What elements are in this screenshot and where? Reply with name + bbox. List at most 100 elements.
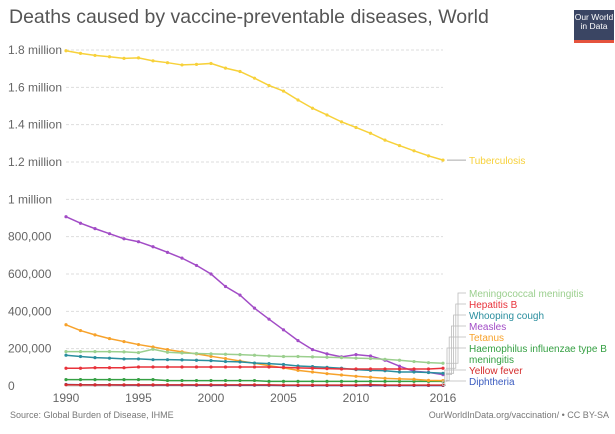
data-point — [383, 357, 387, 361]
data-point — [267, 354, 271, 358]
data-point — [397, 370, 402, 374]
y-tick-label: 0 — [8, 379, 15, 393]
data-point — [136, 240, 141, 244]
data-point — [426, 361, 431, 365]
data-point — [412, 377, 416, 381]
data-point — [78, 51, 83, 55]
data-point — [441, 371, 445, 375]
data-point — [223, 378, 228, 383]
data-point — [151, 59, 155, 63]
data-point — [151, 383, 155, 387]
data-point — [325, 113, 329, 117]
data-point — [397, 358, 402, 362]
data-point — [368, 367, 373, 371]
data-point — [165, 383, 170, 387]
data-point — [122, 366, 126, 370]
data-point — [412, 370, 416, 374]
data-point — [107, 366, 112, 370]
data-point — [383, 138, 387, 142]
y-tick-label: 200,000 — [8, 342, 52, 356]
data-point — [209, 359, 213, 363]
data-point — [310, 383, 315, 387]
data-point — [441, 366, 445, 370]
data-point — [397, 383, 402, 387]
data-point — [310, 348, 315, 352]
data-point — [194, 351, 199, 356]
data-point — [267, 362, 271, 366]
data-point — [281, 89, 286, 93]
data-point — [296, 368, 300, 372]
data-point — [180, 383, 184, 387]
series-label: Haemophilus influenzae type B — [469, 344, 607, 355]
data-point — [136, 383, 141, 387]
data-point — [151, 345, 155, 349]
data-point — [339, 120, 344, 124]
data-point — [354, 125, 358, 130]
data-point — [354, 374, 358, 378]
data-point — [267, 365, 271, 369]
data-point — [238, 378, 242, 383]
data-point — [354, 379, 358, 383]
data-point — [194, 365, 199, 369]
y-tick-label: 1.6 million — [8, 80, 62, 94]
data-point — [136, 378, 141, 382]
data-point — [223, 352, 228, 356]
data-point — [107, 378, 112, 382]
series-label: Tuberculosis — [469, 156, 525, 167]
data-point — [397, 143, 402, 148]
series-label: Diphtheria — [469, 377, 515, 388]
data-point — [151, 347, 155, 351]
data-point — [296, 339, 300, 343]
series-label: Meningococcal meningitis — [469, 289, 584, 300]
series-label: Hepatitis B — [469, 300, 518, 311]
data-point — [78, 383, 83, 387]
data-point — [209, 61, 213, 66]
data-point — [426, 154, 431, 158]
owid-logo[interactable]: Our World in Data — [574, 10, 614, 43]
data-point — [64, 350, 68, 354]
data-point — [165, 350, 170, 354]
source-note: Source: Global Burden of Disease, IHME — [10, 410, 174, 420]
data-point — [354, 367, 358, 371]
data-point — [223, 284, 228, 289]
data-point — [107, 336, 112, 341]
data-point — [339, 356, 344, 360]
data-point — [325, 383, 329, 387]
data-point — [267, 83, 271, 88]
license-link[interactable]: OurWorldInData.org/vaccination/ • CC BY-… — [428, 410, 609, 420]
data-point — [441, 158, 445, 162]
data-point — [64, 353, 68, 357]
data-point — [78, 221, 83, 225]
data-point — [267, 317, 271, 321]
data-point — [252, 361, 257, 365]
label-connector — [446, 336, 466, 381]
data-point — [136, 56, 141, 60]
data-point — [151, 358, 155, 362]
data-point — [209, 352, 213, 356]
data-point — [252, 306, 257, 310]
label-connector — [446, 314, 466, 374]
logo-line1: Our World — [574, 12, 614, 22]
data-point — [281, 379, 286, 383]
data-point — [107, 383, 112, 387]
data-point — [107, 356, 112, 360]
data-point — [281, 354, 286, 359]
data-point — [281, 365, 286, 369]
data-point — [209, 378, 213, 383]
data-point — [78, 366, 83, 370]
data-point — [194, 263, 199, 268]
data-point — [165, 378, 170, 383]
data-point — [93, 366, 97, 370]
data-point — [165, 348, 170, 352]
data-point — [165, 250, 170, 254]
data-point — [223, 356, 228, 361]
data-point — [252, 378, 257, 383]
data-point — [426, 370, 431, 375]
data-point — [136, 350, 141, 355]
data-point — [368, 375, 373, 379]
data-point — [78, 328, 83, 333]
data-point — [339, 379, 344, 383]
data-point — [354, 383, 358, 387]
data-point — [64, 215, 68, 219]
data-point — [93, 350, 97, 354]
